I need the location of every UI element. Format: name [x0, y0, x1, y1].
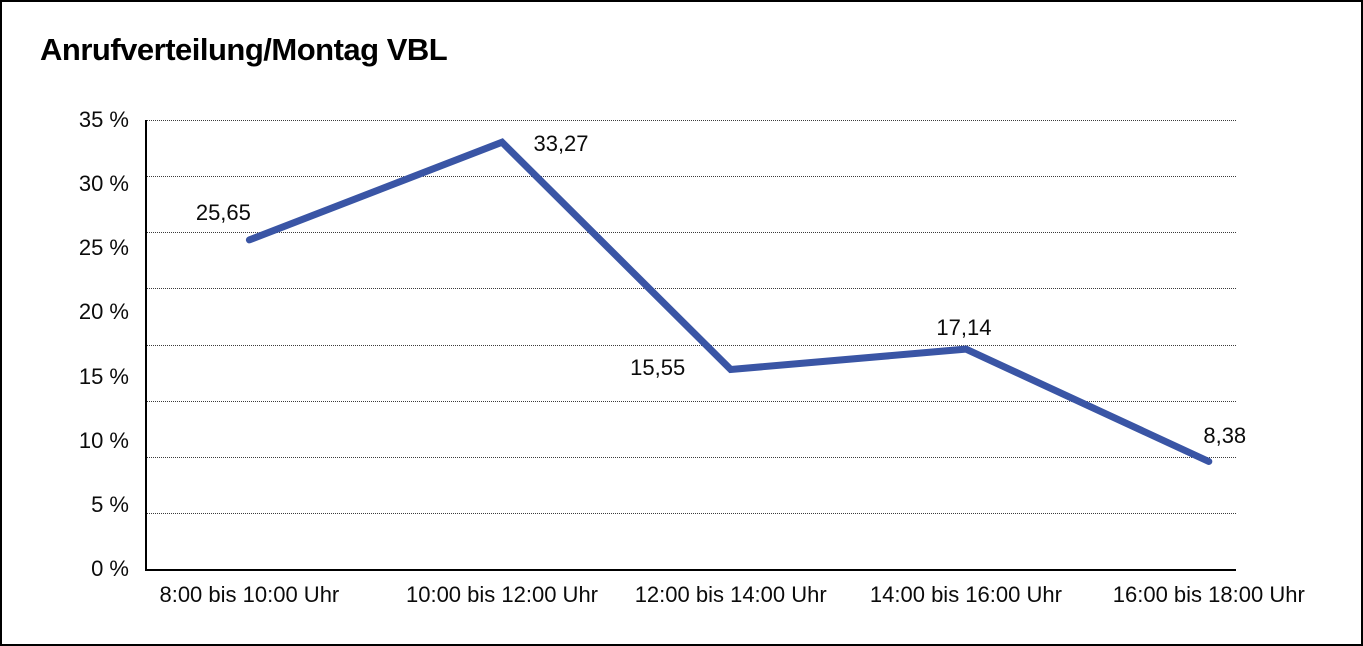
h-gridline	[147, 456, 1236, 458]
data-line-series	[245, 138, 1213, 465]
x-tick-label: 12:00 bis 14:00 Uhr	[634, 582, 827, 607]
h-gridline	[147, 288, 1236, 290]
h-gridline	[147, 120, 1236, 121]
x-tick-label: 16:00 bis 18:00 Uhr	[1112, 582, 1305, 607]
h-gridline	[147, 512, 1236, 514]
h-gridline	[147, 176, 1236, 178]
y-tick-label: 30 %	[78, 171, 129, 197]
y-tick-label: 20 %	[78, 299, 129, 325]
h-gridline	[147, 232, 1236, 234]
x-tick-label: 8:00 bis 10:00 Uhr	[159, 582, 340, 607]
y-tick-label: 10 %	[78, 427, 129, 453]
y-tick-label: 25 %	[78, 235, 129, 261]
x-axis-labels: 8:00 bis 10:00 Uhr 10:00 bis 12:00 Uhr 12:…	[147, 582, 1304, 612]
y-tick-label: 15 %	[78, 363, 129, 389]
series-line	[245, 138, 1213, 465]
y-axis-labels: 35 % 30 % 25 % 20 % 15 % 10 % 5 % 0 %	[22, 107, 129, 581]
x-tick-label: 14:00 bis 16:00 Uhr	[869, 582, 1062, 607]
chart-title: Anrufverteilung/Montag VBL	[40, 32, 448, 67]
y-tick-label: 0 %	[91, 556, 129, 581]
h-gridline	[147, 344, 1236, 346]
y-tick-label: 35 %	[78, 107, 129, 132]
h-gridline	[147, 400, 1236, 402]
y-tick-label: 5 %	[91, 491, 129, 517]
plot-area	[145, 120, 1236, 571]
x-tick-label: 10:00 bis 12:00 Uhr	[405, 582, 599, 607]
